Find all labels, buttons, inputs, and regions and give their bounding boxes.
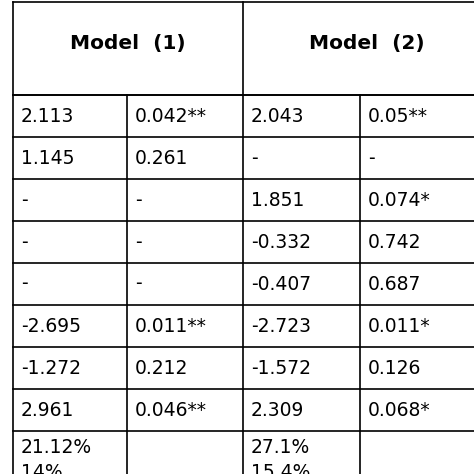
Text: -: - [21, 233, 27, 252]
Text: 0.687: 0.687 [368, 274, 421, 293]
Text: 0.074*: 0.074* [368, 191, 431, 210]
Text: -: - [21, 191, 27, 210]
Text: -: - [135, 233, 142, 252]
Text: 27.1%: 27.1% [251, 438, 310, 457]
Text: 2.961: 2.961 [21, 401, 74, 419]
Text: Model  (1): Model (1) [70, 34, 186, 53]
Text: -2.695: -2.695 [21, 317, 81, 336]
Text: 2.113: 2.113 [21, 107, 74, 126]
Text: 0.212: 0.212 [135, 358, 188, 377]
Text: 15.4%: 15.4% [251, 463, 310, 474]
Text: -2.723: -2.723 [251, 317, 311, 336]
Text: 21.12%: 21.12% [21, 438, 92, 457]
Text: 0.068*: 0.068* [368, 401, 430, 419]
Text: 2.309: 2.309 [251, 401, 304, 419]
Text: -0.332: -0.332 [251, 233, 311, 252]
Text: 1.851: 1.851 [251, 191, 304, 210]
Text: 2.043: 2.043 [251, 107, 304, 126]
Text: 0.042**: 0.042** [135, 107, 207, 126]
Text: -0.407: -0.407 [251, 274, 311, 293]
Text: 0.261: 0.261 [135, 148, 188, 167]
Text: 1.145: 1.145 [21, 148, 74, 167]
Text: -: - [21, 274, 27, 293]
Text: -: - [251, 148, 258, 167]
Text: -1.572: -1.572 [251, 358, 311, 377]
Text: 0.05**: 0.05** [368, 107, 428, 126]
Text: -: - [368, 148, 374, 167]
Text: 0.126: 0.126 [368, 358, 421, 377]
Text: -: - [135, 274, 142, 293]
Text: -1.272: -1.272 [21, 358, 81, 377]
Text: 0.742: 0.742 [368, 233, 421, 252]
Text: 0.011*: 0.011* [368, 317, 430, 336]
Text: -: - [135, 191, 142, 210]
Text: 0.046**: 0.046** [135, 401, 207, 419]
Text: Model  (2): Model (2) [309, 34, 424, 53]
Text: 0.011**: 0.011** [135, 317, 207, 336]
Text: 14%: 14% [21, 463, 63, 474]
